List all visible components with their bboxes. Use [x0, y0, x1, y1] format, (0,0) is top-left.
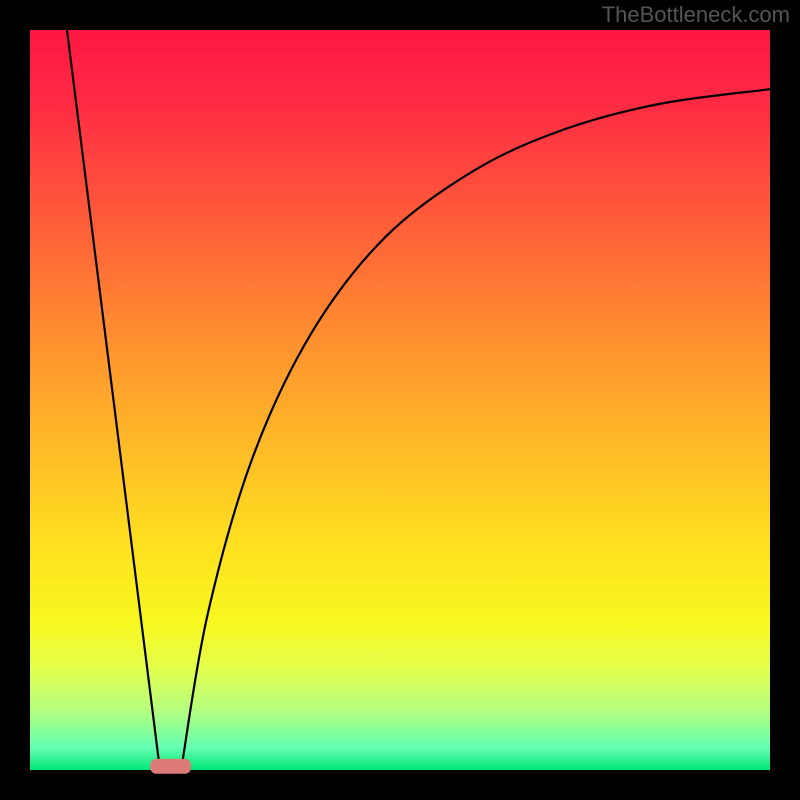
attribution-text: TheBottleneck.com — [602, 2, 790, 28]
chart-svg — [0, 0, 800, 800]
bottleneck-chart: TheBottleneck.com — [0, 0, 800, 800]
chart-background — [30, 30, 770, 770]
minimum-marker — [150, 759, 191, 774]
